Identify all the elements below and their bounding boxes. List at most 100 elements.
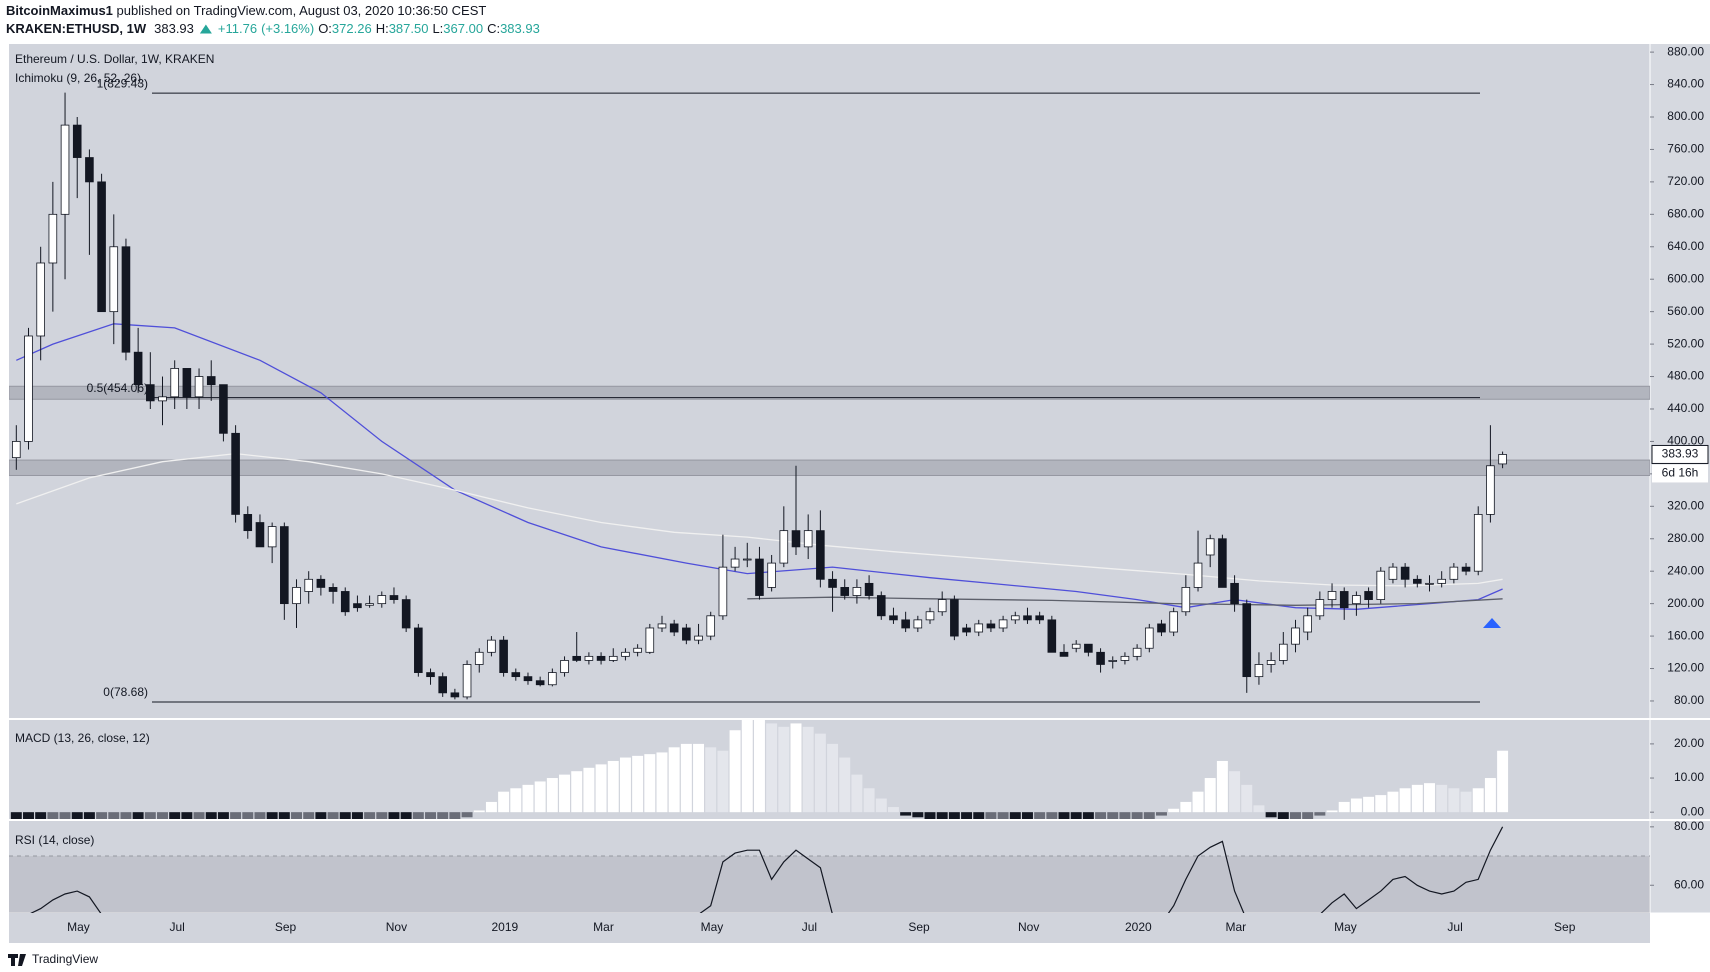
candle-body bbox=[1425, 582, 1434, 585]
candle-body bbox=[450, 692, 460, 698]
candle-body bbox=[1352, 595, 1361, 605]
candle-body bbox=[1023, 615, 1032, 621]
histogram-bar bbox=[291, 812, 302, 819]
histogram-bar bbox=[47, 812, 59, 819]
histogram-bar bbox=[1399, 788, 1411, 813]
candle-body bbox=[158, 396, 167, 402]
candle-body bbox=[121, 246, 131, 353]
candle-body bbox=[377, 595, 387, 605]
y-tick-label: 60.00 bbox=[1674, 877, 1704, 891]
candle-body bbox=[889, 615, 898, 621]
logo bbox=[8, 954, 26, 966]
histogram-bar bbox=[607, 760, 619, 813]
y-tick-label: 10.00 bbox=[1674, 770, 1704, 784]
candle-body bbox=[1084, 643, 1093, 653]
candle-body bbox=[803, 530, 813, 548]
histogram-bar bbox=[1131, 812, 1143, 819]
zone bbox=[9, 385, 1650, 400]
candle-body bbox=[1498, 454, 1507, 465]
candle-body bbox=[1486, 465, 1495, 515]
y-tick-label: 800.00 bbox=[1667, 109, 1704, 123]
candle-body bbox=[170, 368, 179, 398]
rsi-line bbox=[30, 826, 1504, 913]
histogram-bar bbox=[144, 812, 156, 819]
candle-body bbox=[328, 587, 338, 592]
histogram-bar bbox=[1277, 812, 1289, 819]
candle-body bbox=[548, 672, 557, 686]
candle-body bbox=[1218, 538, 1227, 588]
y-tick-label: 320.00 bbox=[1667, 498, 1704, 512]
histogram-bar bbox=[546, 778, 558, 813]
x-tick-label: Sep bbox=[275, 920, 297, 934]
x-tick-label: Mar bbox=[593, 920, 614, 934]
histogram-bar bbox=[217, 812, 229, 819]
fib-label: 0(78.68) bbox=[103, 685, 148, 699]
candle-body bbox=[1047, 619, 1057, 653]
histogram-bar bbox=[473, 810, 485, 813]
y-tick-label: 880.00 bbox=[1667, 44, 1704, 58]
change-pct: (+3.16%) bbox=[261, 21, 314, 36]
change: +11.76 bbox=[218, 21, 257, 36]
candle-body bbox=[1449, 566, 1459, 580]
last-price: 383.93 bbox=[154, 21, 194, 36]
histogram-bar bbox=[1021, 812, 1033, 819]
y-tick-label: 480.00 bbox=[1667, 369, 1704, 383]
published: published on TradingView.com, August 03,… bbox=[113, 3, 486, 18]
histogram-bar bbox=[912, 812, 924, 818]
histogram-bar bbox=[1216, 760, 1228, 813]
histogram-bar bbox=[83, 812, 95, 819]
candle-body bbox=[596, 655, 606, 661]
moving-line bbox=[16, 323, 1503, 610]
candle-body bbox=[1096, 651, 1105, 665]
histogram-bar bbox=[559, 774, 571, 813]
candle-body bbox=[560, 660, 569, 673]
histogram-bar bbox=[644, 754, 656, 813]
countdown: 6d 16h bbox=[1662, 466, 1699, 480]
x-tick-label: Mar bbox=[1225, 920, 1246, 934]
candle-body bbox=[109, 246, 119, 313]
y-tick-label: 120.00 bbox=[1667, 661, 1704, 675]
histogram-bar bbox=[875, 798, 887, 813]
histogram-bar bbox=[1448, 788, 1460, 813]
x-tick-label: Nov bbox=[1018, 920, 1039, 934]
histogram-bar bbox=[1192, 791, 1204, 813]
histogram-bar bbox=[839, 757, 851, 813]
candle-body bbox=[962, 627, 971, 633]
candle-body bbox=[730, 558, 740, 568]
histogram-bar bbox=[108, 812, 120, 819]
candle-body bbox=[742, 558, 752, 561]
candle-body bbox=[1035, 615, 1044, 621]
histogram-bar bbox=[668, 747, 680, 813]
candle-body bbox=[1364, 591, 1373, 600]
y-tick-label: 640.00 bbox=[1667, 239, 1704, 253]
histogram-bar bbox=[863, 788, 875, 813]
histogram-bar bbox=[973, 812, 985, 819]
histogram-bar bbox=[1082, 812, 1094, 819]
candle-body bbox=[401, 599, 411, 629]
candle-body bbox=[572, 655, 582, 661]
candle-body bbox=[1461, 566, 1471, 572]
candle-body bbox=[1339, 591, 1349, 609]
histogram-bar bbox=[1046, 812, 1058, 819]
candle-body bbox=[950, 599, 959, 637]
candle-body bbox=[353, 603, 362, 609]
candle-body bbox=[669, 623, 679, 633]
candle-body bbox=[36, 262, 45, 337]
candle-body bbox=[1120, 655, 1130, 661]
histogram-bar bbox=[23, 812, 34, 819]
histogram-bar bbox=[936, 812, 948, 819]
histogram-bar bbox=[1009, 812, 1021, 819]
ohlc-value: 383.93 bbox=[500, 21, 540, 36]
candle-body bbox=[1400, 566, 1410, 580]
histogram-bar bbox=[1034, 812, 1046, 819]
candle-body bbox=[1388, 566, 1398, 580]
y-tick-label: 20.00 bbox=[1674, 736, 1704, 750]
histogram-bar bbox=[583, 767, 595, 813]
candle-body bbox=[1279, 643, 1288, 661]
candle-body bbox=[852, 587, 862, 596]
histogram-bar bbox=[1411, 784, 1423, 813]
x-tick-label: Nov bbox=[386, 920, 407, 934]
candle-body bbox=[1144, 627, 1154, 649]
y-tick-label: 280.00 bbox=[1667, 531, 1704, 545]
histogram-bar bbox=[693, 743, 705, 813]
